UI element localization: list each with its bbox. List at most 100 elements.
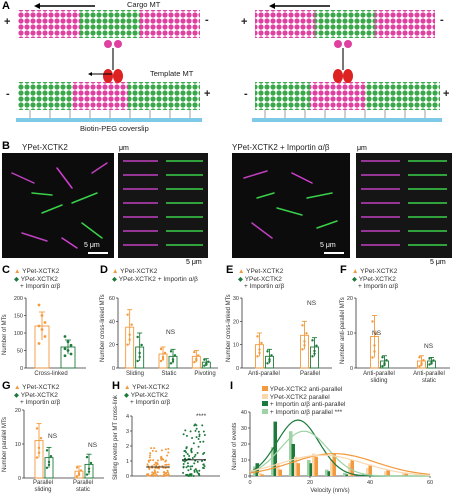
y-tick-label: 4 [126,414,129,420]
panel-label-c: C [2,264,10,276]
importin-point [183,450,186,453]
importin-point [196,460,199,463]
data-point [203,364,206,367]
ypet-point [164,472,167,475]
importin-point [189,465,192,468]
data-point [268,360,271,363]
importin-point [197,445,200,448]
data-point [47,460,51,464]
motor-left [103,40,123,83]
importin-point [186,453,189,456]
importin-point [201,459,204,462]
data-point [432,359,435,362]
hist-ypet-parallel [276,463,280,476]
ypet-point [149,452,152,455]
importin-point [185,466,188,469]
data-point [428,363,431,366]
plus-sign: + [4,16,11,28]
importin-point [195,436,198,439]
data-point [173,354,177,357]
kymo-scale-um: μm [357,145,367,152]
data-point [37,324,41,328]
scale-bar [324,252,344,254]
hist-ypet-antiparallel [332,453,336,476]
data-point [37,446,41,450]
importin-point [193,469,196,472]
data-point [260,341,263,345]
data-point [430,362,433,365]
data-point [256,335,259,338]
y-tick-label: 20 [233,319,239,325]
chart-f-ns-0: NS [372,330,382,337]
ypet-point [159,474,162,477]
data-point [313,349,316,353]
hist-ypet-parallel [402,472,406,476]
coverslip-label: Biotin-PEG coverslip [80,124,149,133]
ypet-point [151,449,154,452]
importin-point [186,462,189,465]
legend-i: YPet-XCTK2 anti-parallel YPet-XCTK2 para… [262,386,345,416]
data-point [270,354,273,357]
importin-point [193,470,196,473]
y-tick-label: 0 [20,366,23,372]
importin-point [194,429,197,432]
chart-e-cat-1: Parallel [299,371,320,377]
importin-point [191,457,194,460]
data-point [313,352,316,355]
data-point [43,321,47,324]
importin-point [203,434,206,437]
data-point [422,359,425,362]
micrograph-right: 5 μm [232,153,350,258]
hist-ypet-antiparallel [296,463,300,476]
data-point [63,354,67,358]
ypet-point [164,460,167,463]
data-point [126,313,129,316]
ypet-point [155,464,158,467]
importin-point [185,446,188,449]
importin-point [202,430,205,433]
hist-ypet-parallel [384,471,388,476]
data-point [69,352,73,356]
minus-sign: - [244,88,248,100]
panel-label-a: A [2,0,10,12]
chart-d-cat-0: Sliding [125,371,144,377]
ypet-point [153,463,156,466]
legend-c: ▲ YPet-XCTK2 ◆ YPet-XCTK2 + Importin α/β [14,268,61,290]
ypet-point [146,473,149,476]
cargo-mt-right [255,10,435,38]
panel-b-left-title: YPet-XCTK2 [22,143,68,152]
data-point [49,454,53,458]
coverslip-left [16,118,202,122]
importin-point [188,455,191,458]
data-point [193,350,196,354]
ypet-point [154,466,157,469]
y-tick-label: 30 [241,426,247,432]
ypet-point [167,471,170,474]
legend-h: ▲ YPet-XCTK2 ◆ YPet-XCTK2 + Importin α/β [124,384,171,406]
ypet-point [147,460,150,463]
data-point [77,473,81,477]
cargo-mt-left [18,10,200,38]
data-point [266,362,269,365]
hist-importin-parallel [343,472,347,476]
chart-g-ns-1: NS [88,442,98,449]
chart-f-cat-1-line2: static [421,377,436,384]
ypet-point [153,474,156,477]
y-tick-label: 50 [17,349,23,355]
importin-point [192,474,195,477]
data-point [75,466,79,469]
data-point [140,343,143,347]
data-point [203,358,206,361]
data-point [169,350,173,353]
chart-d: 0 20 40 60 [109,296,218,372]
ypet-point [156,462,159,465]
chart-h-sig: **** [196,413,207,420]
chart-f-cat-1: Anti-parallel static [404,371,454,384]
y-tick-label: 10 [347,331,353,337]
data-point [258,351,261,355]
data-point [197,354,200,357]
chart-i-ylabel: Number of events [232,422,238,470]
data-point [373,350,376,353]
data-point [373,344,376,347]
data-point [79,469,83,472]
